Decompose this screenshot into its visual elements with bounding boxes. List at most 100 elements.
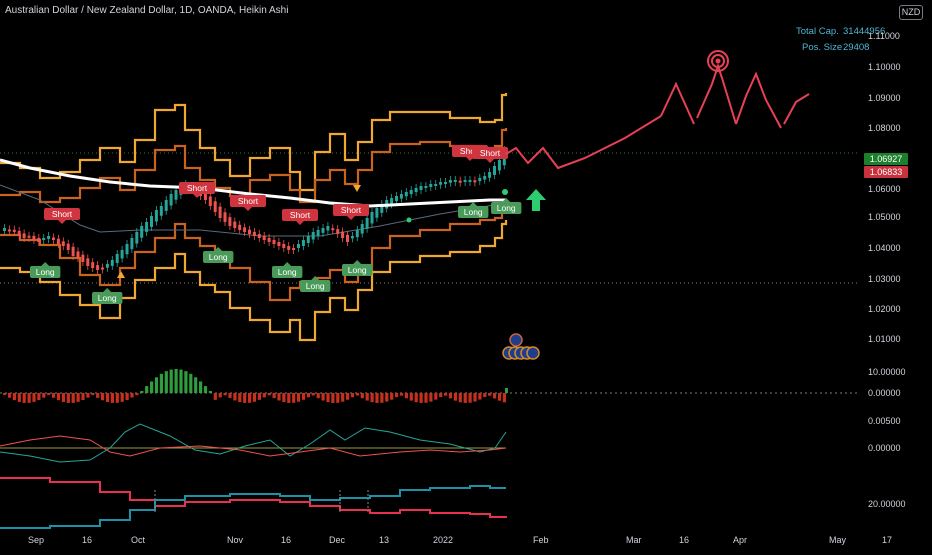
macd-bar (419, 393, 423, 403)
macd-bar (365, 393, 369, 401)
long-signal (342, 264, 373, 276)
candle (135, 232, 139, 244)
long-signal-text: Long (497, 203, 516, 213)
buy-triangle (117, 271, 125, 278)
macd-bar (189, 373, 193, 393)
candle (140, 226, 144, 238)
projection-line (783, 93, 810, 125)
oscillator-line (0, 423, 507, 463)
macd-bar (27, 393, 31, 403)
candle (76, 251, 80, 258)
long-signal (30, 266, 61, 278)
macd-bar (444, 393, 448, 396)
macd-bar (355, 393, 359, 396)
macd-bar (71, 393, 75, 403)
macd-bar (414, 393, 418, 403)
signal-pointer (41, 262, 50, 266)
macd-bar (478, 393, 482, 400)
macd-bar (164, 371, 168, 393)
macd-bar (502, 393, 506, 403)
candle (262, 235, 266, 240)
candle (71, 246, 75, 256)
price-tick: 1.08000 (868, 123, 901, 133)
short-signal-text: Short (480, 148, 501, 158)
signal-pointer (244, 207, 252, 211)
macd-bar (3, 393, 7, 395)
candle (228, 217, 232, 226)
macd-bar (184, 371, 188, 393)
candle (282, 243, 286, 248)
macd-bar (252, 393, 257, 402)
candle (424, 186, 428, 189)
candle (213, 201, 217, 212)
candle (287, 245, 291, 250)
price-tick: 1.06000 (868, 184, 901, 194)
candle (208, 196, 212, 206)
macd-bar (150, 381, 154, 393)
candle (365, 218, 369, 229)
macd-bar (409, 393, 413, 401)
target-icon (707, 50, 729, 72)
macd-bar (468, 393, 472, 403)
time-tick: 2022 (433, 535, 454, 545)
macd-bar (223, 393, 227, 396)
macd-bar (483, 393, 487, 398)
short-signal (333, 204, 369, 216)
time-tick: Sep (28, 535, 45, 545)
projection-line (696, 62, 737, 125)
macd-bar (169, 369, 173, 393)
candle (350, 236, 354, 239)
candle (399, 194, 403, 199)
time-tick: 16 (679, 535, 690, 545)
candle (370, 212, 374, 224)
candle (493, 166, 496, 175)
macd-bar (346, 393, 350, 400)
time-tick: 13 (379, 535, 390, 545)
candle (7, 229, 11, 232)
time-tick: 16 (281, 535, 292, 545)
time-tick: May (829, 535, 847, 545)
short-signal-text: Short (460, 146, 481, 156)
macd-bar (399, 393, 404, 396)
macd-bar (497, 393, 502, 401)
candle (115, 254, 119, 263)
long-signal (203, 251, 234, 263)
macd-bar (203, 386, 208, 393)
macd-bar (42, 393, 46, 398)
target-icon-center (715, 58, 721, 64)
candle (316, 230, 320, 236)
long-signal (92, 292, 123, 304)
candle (12, 229, 16, 232)
candle (61, 241, 65, 246)
macd-bar (213, 393, 217, 400)
candle (17, 230, 21, 236)
candle (218, 206, 222, 218)
long-signal (300, 280, 331, 292)
candle (419, 186, 423, 191)
candle (497, 160, 501, 171)
candle (37, 237, 41, 242)
macd-bar (297, 393, 301, 402)
candle (311, 232, 315, 240)
currency-badge[interactable]: NZD (899, 5, 923, 20)
candle (47, 236, 51, 239)
price-tick: 1.04000 (868, 243, 901, 253)
signal-pointer (193, 194, 201, 198)
upper-inner-band (0, 128, 508, 204)
candle (306, 236, 310, 243)
candle (301, 240, 305, 246)
signal-pointer (103, 288, 112, 292)
macd-bar (272, 393, 276, 399)
candle (91, 262, 95, 268)
macd-bar (7, 393, 12, 398)
candle (272, 239, 276, 244)
time-tick: Feb (533, 535, 549, 545)
candle (203, 192, 207, 200)
macd-bar (238, 393, 242, 403)
macd-bar (101, 393, 105, 401)
macd-bar (439, 393, 443, 398)
candle (125, 244, 129, 255)
candle (32, 235, 36, 240)
